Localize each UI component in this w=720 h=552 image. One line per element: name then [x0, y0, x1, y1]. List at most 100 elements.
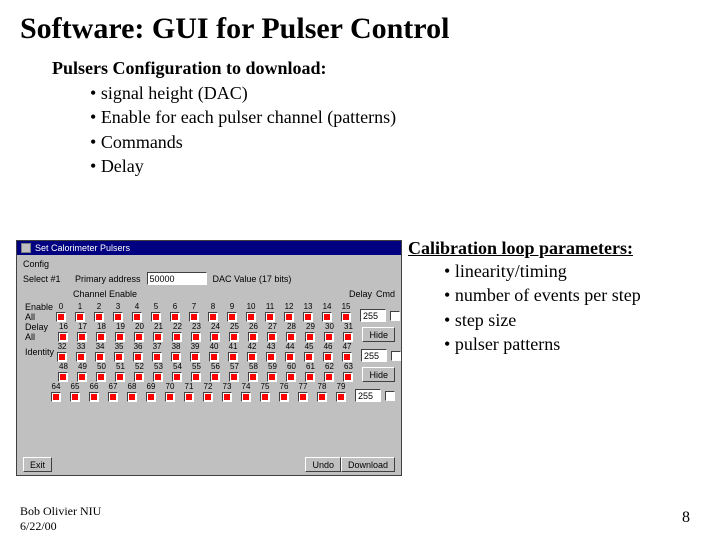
channel-checkbox[interactable]: [96, 372, 106, 382]
channel-checkbox[interactable]: [151, 312, 161, 322]
hide-button[interactable]: Hide: [362, 327, 395, 342]
channel-checkbox[interactable]: [208, 312, 218, 322]
primary-address-label: Primary address: [75, 274, 141, 284]
channel-checkbox[interactable]: [305, 372, 315, 382]
cmd-checkbox[interactable]: [391, 351, 401, 361]
channel-checkbox[interactable]: [343, 372, 353, 382]
channel-checkbox[interactable]: [170, 312, 180, 322]
channel-checkbox[interactable]: [343, 332, 353, 342]
channel-checkbox[interactable]: [76, 352, 86, 362]
channel-checkbox[interactable]: [210, 332, 220, 342]
channel-checkbox[interactable]: [108, 392, 118, 402]
channel-checkbox[interactable]: [134, 332, 144, 342]
channel-checkbox[interactable]: [248, 332, 258, 342]
channel-checkbox[interactable]: [172, 332, 182, 342]
channel-grid: Enable All0123456789101112131415Delay Al…: [23, 302, 395, 402]
channel-checkbox[interactable]: [94, 312, 104, 322]
channel-checkbox[interactable]: [127, 392, 137, 402]
delay-input[interactable]: [361, 349, 387, 362]
channel-checkbox[interactable]: [153, 372, 163, 382]
channel-checkbox[interactable]: [247, 352, 257, 362]
channel-number: 9: [224, 303, 240, 311]
channel-checkbox[interactable]: [222, 392, 232, 402]
channel-checkbox[interactable]: [267, 372, 277, 382]
channel-checkbox[interactable]: [229, 372, 239, 382]
channel-checkbox[interactable]: [285, 352, 295, 362]
channel-checkbox[interactable]: [305, 332, 315, 342]
channel-checkbox[interactable]: [184, 392, 194, 402]
channel-checkbox[interactable]: [279, 392, 289, 402]
delay-input[interactable]: [360, 309, 386, 322]
download-button[interactable]: Download: [341, 457, 395, 472]
channel-number: 45: [301, 343, 317, 351]
primary-address-input[interactable]: [147, 272, 207, 285]
channel-checkbox[interactable]: [267, 332, 277, 342]
channel-checkbox[interactable]: [51, 392, 61, 402]
cmd-checkbox[interactable]: [385, 391, 395, 401]
channel-checkbox[interactable]: [322, 312, 332, 322]
channel-checkbox[interactable]: [96, 332, 106, 342]
channel-checkbox[interactable]: [210, 372, 220, 382]
channel-checkbox[interactable]: [265, 312, 275, 322]
channel-checkbox[interactable]: [246, 312, 256, 322]
window-titlebar[interactable]: Set Calorimeter Pulsers: [17, 241, 401, 255]
channel-checkbox[interactable]: [58, 332, 68, 342]
channel-checkbox[interactable]: [303, 312, 313, 322]
channel-checkbox[interactable]: [189, 312, 199, 322]
channel-checkbox[interactable]: [317, 392, 327, 402]
channel-checkbox[interactable]: [152, 352, 162, 362]
channel-checkbox[interactable]: [165, 392, 175, 402]
channel-checkbox[interactable]: [153, 332, 163, 342]
channel-checkbox[interactable]: [324, 332, 334, 342]
channel-checkbox[interactable]: [324, 372, 334, 382]
channel-checkbox[interactable]: [342, 352, 352, 362]
channel-checkbox[interactable]: [133, 352, 143, 362]
channel-checkbox[interactable]: [89, 392, 99, 402]
channel-checkbox[interactable]: [191, 332, 201, 342]
channel-checkbox[interactable]: [323, 352, 333, 362]
channel-number: 51: [112, 363, 128, 371]
channel-checkbox[interactable]: [113, 312, 123, 322]
channel-checkbox[interactable]: [56, 312, 66, 322]
channel-checkbox[interactable]: [77, 372, 87, 382]
channel-checkbox[interactable]: [298, 392, 308, 402]
channel-checkbox[interactable]: [286, 332, 296, 342]
channel-checkbox[interactable]: [248, 372, 258, 382]
channel-checkbox[interactable]: [304, 352, 314, 362]
channel-checkbox[interactable]: [57, 352, 67, 362]
channel-checkbox[interactable]: [209, 352, 219, 362]
channel-checkbox[interactable]: [227, 312, 237, 322]
channel-checkbox[interactable]: [114, 352, 124, 362]
undo-button[interactable]: Undo: [305, 457, 341, 472]
channel-checkbox[interactable]: [58, 372, 68, 382]
channel-number: 59: [264, 363, 280, 371]
channel-checkbox[interactable]: [191, 372, 201, 382]
channel-checkbox[interactable]: [115, 332, 125, 342]
channel-checkbox[interactable]: [266, 352, 276, 362]
channel-checkbox[interactable]: [172, 372, 182, 382]
channel-checkbox[interactable]: [70, 392, 80, 402]
channel-checkbox[interactable]: [171, 352, 181, 362]
delay-input[interactable]: [355, 389, 381, 402]
channel-checkbox[interactable]: [284, 312, 294, 322]
exit-button[interactable]: Exit: [23, 457, 52, 472]
channel-checkbox[interactable]: [341, 312, 351, 322]
channel-checkbox[interactable]: [241, 392, 251, 402]
channel-checkbox[interactable]: [336, 392, 346, 402]
channel-checkbox[interactable]: [115, 372, 125, 382]
channel-checkbox[interactable]: [286, 372, 296, 382]
channel-checkbox[interactable]: [134, 372, 144, 382]
channel-checkbox[interactable]: [229, 332, 239, 342]
channel-checkbox[interactable]: [190, 352, 200, 362]
channel-checkbox[interactable]: [95, 352, 105, 362]
channel-checkbox[interactable]: [132, 312, 142, 322]
channel-checkbox[interactable]: [146, 392, 156, 402]
cmd-checkbox[interactable]: [390, 311, 400, 321]
channel-checkbox[interactable]: [228, 352, 238, 362]
hide-button[interactable]: Hide: [362, 367, 395, 382]
channel-checkbox[interactable]: [77, 332, 87, 342]
channel-checkbox[interactable]: [260, 392, 270, 402]
window-title: Set Calorimeter Pulsers: [35, 241, 130, 255]
channel-checkbox[interactable]: [203, 392, 213, 402]
channel-checkbox[interactable]: [75, 312, 85, 322]
